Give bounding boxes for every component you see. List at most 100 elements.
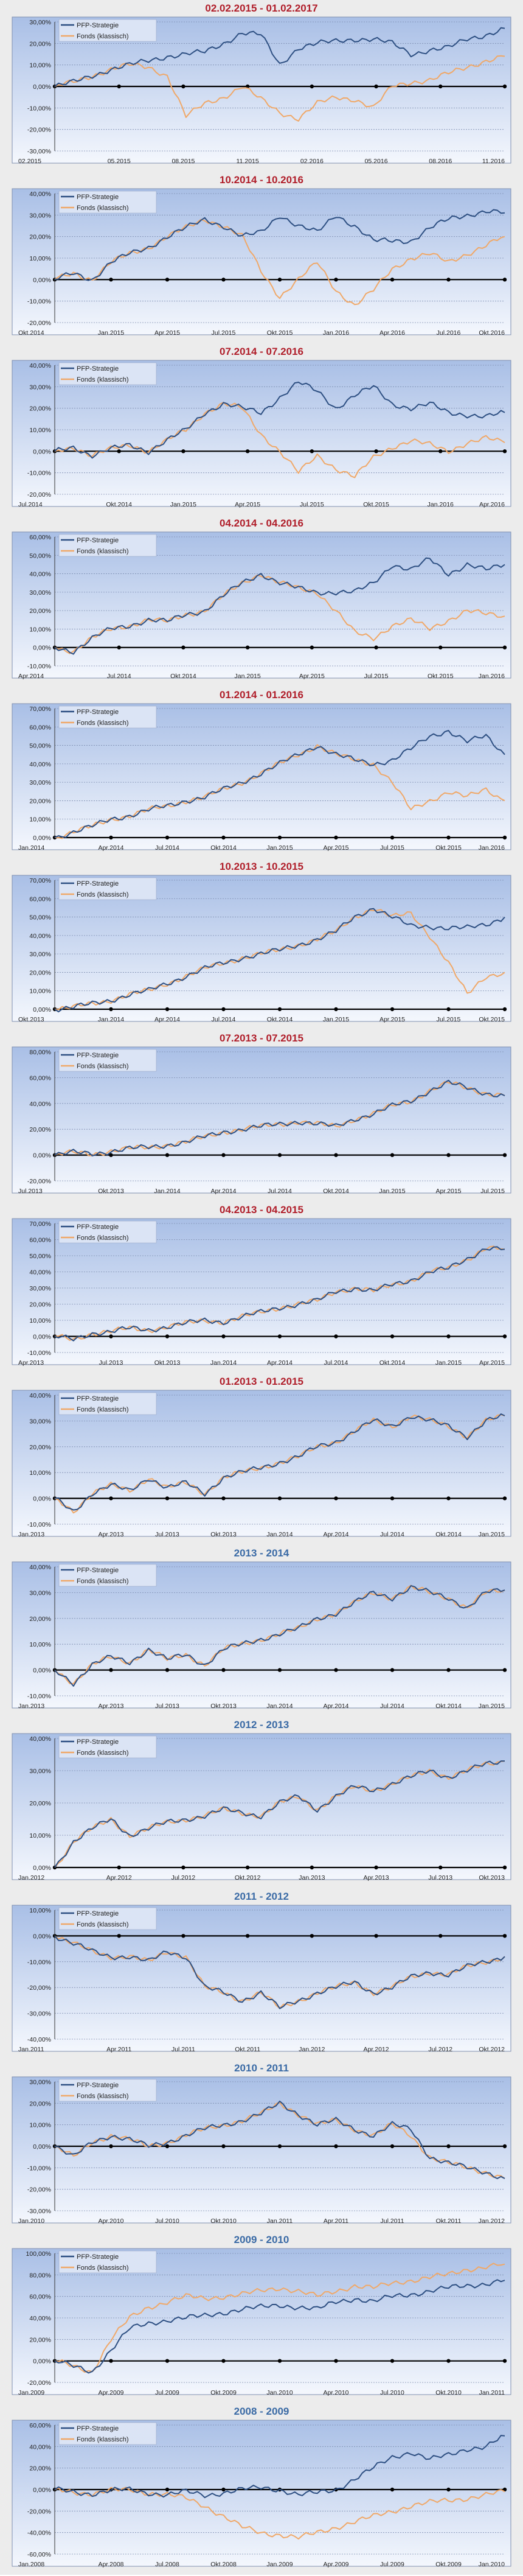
baseline-marker bbox=[221, 835, 226, 840]
baseline-marker bbox=[109, 278, 113, 282]
baseline-marker bbox=[277, 278, 282, 282]
baseline-marker bbox=[109, 1334, 113, 1339]
series-line-strategy bbox=[54, 908, 505, 1013]
x-tick-label: Jul.2009 bbox=[380, 2561, 404, 2568]
baseline-marker bbox=[221, 2359, 226, 2363]
x-tick-label: Okt.2014 bbox=[18, 329, 44, 337]
y-tick-label: -20,00% bbox=[27, 491, 51, 499]
baseline-marker bbox=[390, 1496, 395, 1500]
y-tick-label: -30,00% bbox=[27, 2011, 51, 2018]
x-tick-label: Apr.2010 bbox=[323, 2389, 348, 2396]
y-tick-label: 10,00% bbox=[29, 255, 51, 262]
y-tick-label: -10,00% bbox=[27, 105, 51, 112]
x-tick-label: Okt.2011 bbox=[436, 2217, 462, 2225]
y-tick-label: 100,00% bbox=[26, 2250, 51, 2258]
series-line-strategy bbox=[54, 2279, 505, 2374]
baseline-marker bbox=[109, 1496, 113, 1500]
y-tick-label: 30,00% bbox=[29, 2079, 51, 2086]
y-tick-label: -30,00% bbox=[27, 2208, 51, 2215]
legend-box bbox=[58, 1564, 157, 1587]
legend-box bbox=[58, 2250, 157, 2273]
chart-title: 2009 - 2010 bbox=[234, 2234, 289, 2245]
baseline-marker bbox=[502, 835, 507, 840]
chart-panel: 01.2013 - 01.2015 -10,00% 0,00% 10,00% 20,00… bbox=[0, 1373, 523, 1545]
y-tick-label: 40,00% bbox=[29, 1269, 51, 1276]
series-line-strategy bbox=[54, 2101, 505, 2179]
legend: PFP-Strategie Fonds (klassisch) bbox=[58, 19, 157, 42]
x-tick-label: Jan.2016 bbox=[479, 844, 505, 852]
baseline-marker bbox=[374, 645, 378, 649]
y-tick-label: 20,00% bbox=[29, 2100, 51, 2107]
baseline-marker bbox=[334, 835, 338, 840]
x-tick-label: Jul.2013 bbox=[428, 1874, 452, 1881]
x-tick-label: 11.2015 bbox=[237, 158, 259, 165]
legend-box bbox=[58, 1220, 157, 1244]
baseline-marker bbox=[277, 1153, 282, 1157]
y-tick-label: -20,00% bbox=[27, 2508, 51, 2515]
baseline-marker bbox=[117, 449, 121, 453]
line-chart: -10,00% 0,00% 10,00% 20,00% 30,00% 40,00% 50,0… bbox=[12, 531, 511, 680]
x-tick-label: Jan.2013 bbox=[299, 1874, 325, 1881]
x-tick-label: Jul.2014 bbox=[324, 1359, 348, 1367]
y-tick-label: 20,00% bbox=[29, 969, 51, 976]
baseline-marker bbox=[390, 835, 395, 840]
x-tick-label: Jul.2014 bbox=[155, 844, 179, 852]
baseline-marker bbox=[502, 1668, 507, 1672]
baseline-marker bbox=[221, 2487, 226, 2492]
y-tick-label: 30,00% bbox=[29, 1285, 51, 1292]
legend-label-fund: Fonds (klassisch) bbox=[77, 1406, 129, 1413]
legend-label-fund: Fonds (klassisch) bbox=[77, 376, 129, 383]
baseline-marker bbox=[390, 1668, 395, 1672]
x-tick-label: Jan.2011 bbox=[479, 2389, 505, 2396]
chart-panel: 2008 - 2009 -60,00% -40,00% -20,00% 0,00% 20,… bbox=[0, 2403, 523, 2575]
chart-panel: 10.2014 - 10.2016 -20,00% -10,00% 0,00% 10,0… bbox=[0, 172, 523, 343]
legend-label-fund: Fonds (klassisch) bbox=[77, 2264, 129, 2272]
baseline-marker bbox=[390, 2359, 395, 2363]
x-tick-label: Okt.2015 bbox=[435, 844, 462, 852]
series-line-strategy bbox=[54, 1079, 505, 1157]
x-tick-label: Jul.2015 bbox=[364, 673, 389, 680]
x-tick-label: Jan.2015 bbox=[435, 1359, 462, 1367]
y-tick-label: 60,00% bbox=[29, 2422, 51, 2429]
x-tick-label: Okt.2008 bbox=[210, 2561, 237, 2568]
baseline-marker bbox=[109, 1668, 113, 1672]
legend: PFP-Strategie Fonds (klassisch) bbox=[58, 2079, 157, 2102]
legend-label-strategy: PFP-Strategie bbox=[77, 1738, 119, 1746]
x-tick-label: Apr.2016 bbox=[479, 501, 505, 508]
baseline-marker bbox=[165, 835, 170, 840]
y-tick-label: 20,00% bbox=[29, 607, 51, 615]
x-tick-label: Apr.2015 bbox=[154, 329, 180, 337]
x-tick-label: Okt.2015 bbox=[479, 1016, 505, 1023]
chart-title: 01.2013 - 01.2015 bbox=[219, 1376, 303, 1387]
x-tick-label: Jan.2008 bbox=[18, 2561, 44, 2568]
x-tick-label: Okt.2016 bbox=[479, 329, 505, 337]
legend-label-fund: Fonds (klassisch) bbox=[77, 1063, 129, 1070]
y-tick-label: 40,00% bbox=[29, 1101, 51, 1108]
y-tick-label: 20,00% bbox=[29, 1800, 51, 1807]
y-tick-label: 30,00% bbox=[29, 1768, 51, 1775]
y-tick-label: 20,00% bbox=[29, 405, 51, 413]
x-tick-label: Jul.2014 bbox=[380, 1531, 404, 1538]
baseline-marker bbox=[165, 1007, 170, 1012]
x-tick-label: Jul.2011 bbox=[171, 2046, 195, 2053]
x-tick-label: Jul.2010 bbox=[380, 2389, 404, 2396]
baseline-marker bbox=[277, 2359, 282, 2363]
y-tick-label: 40,00% bbox=[29, 362, 51, 369]
x-tick-label: 11.2016 bbox=[482, 158, 505, 165]
baseline-marker bbox=[502, 449, 507, 453]
x-tick-label: 08.2016 bbox=[429, 158, 452, 165]
legend: PFP-Strategie Fonds (klassisch) bbox=[58, 877, 157, 900]
x-tick-label: Apr.2014 bbox=[323, 1531, 348, 1538]
legend: PFP-Strategie Fonds (klassisch) bbox=[58, 191, 157, 214]
line-chart: -30,00% -20,00% -10,00% 0,00% 10,00% 20,00% 30… bbox=[12, 16, 511, 165]
x-tick-label: Okt.2013 bbox=[18, 1016, 44, 1023]
line-chart: -20,00% 0,00% 20,00% 40,00% 60,00% 80,00% Jul.… bbox=[12, 1046, 511, 1195]
legend-label-strategy: PFP-Strategie bbox=[77, 1223, 119, 1231]
baseline-marker bbox=[109, 2359, 113, 2363]
x-tick-label: Okt.2013 bbox=[479, 1874, 505, 1881]
legend-box bbox=[58, 1735, 157, 1759]
baseline-marker bbox=[502, 1934, 507, 1938]
baseline-marker bbox=[502, 1865, 507, 1870]
x-tick-label: Jul.2011 bbox=[381, 2217, 404, 2225]
x-tick-label: Apr.2010 bbox=[98, 2217, 123, 2225]
